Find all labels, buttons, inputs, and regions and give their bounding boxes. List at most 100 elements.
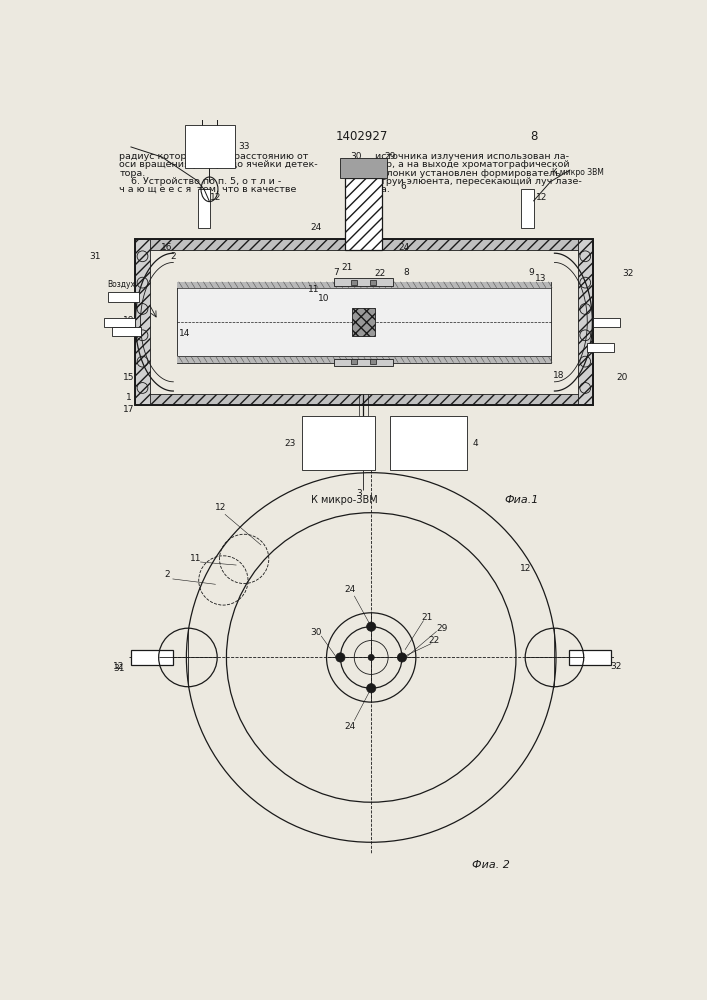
Bar [112, 327, 141, 336]
Text: 12: 12 [520, 564, 531, 573]
Text: 10: 10 [317, 294, 329, 303]
Bar [351, 280, 357, 285]
Bar [104, 318, 135, 327]
Text: 6: 6 [401, 182, 407, 191]
Bar [593, 318, 620, 327]
Text: 11: 11 [308, 285, 319, 294]
Text: 14: 14 [179, 329, 191, 338]
Circle shape [366, 622, 376, 631]
Text: 21: 21 [341, 263, 352, 272]
Bar [345, 178, 382, 250]
Bar [351, 359, 357, 364]
Text: 31: 31 [89, 252, 100, 261]
Text: 7: 7 [187, 130, 194, 143]
Bar [177, 282, 551, 363]
Bar [578, 239, 593, 405]
Text: К микро-ЗВМ: К микро-ЗВМ [311, 495, 378, 505]
Text: 24: 24 [398, 243, 409, 252]
Circle shape [397, 653, 407, 662]
Bar [334, 278, 393, 286]
Text: источника излучения использован ла-: источника излучения использован ла- [375, 152, 569, 161]
Text: 5: 5 [357, 204, 363, 213]
Text: 17: 17 [123, 405, 134, 414]
Text: 5: 5 [357, 229, 363, 238]
Text: 32: 32 [610, 662, 621, 671]
Text: 30: 30 [310, 628, 322, 637]
Text: 13: 13 [534, 274, 547, 283]
Text: 1: 1 [126, 393, 132, 402]
Text: 12: 12 [210, 192, 221, 202]
Text: 24: 24 [344, 722, 355, 731]
Text: Фиа.1: Фиа.1 [504, 495, 539, 505]
Circle shape [368, 654, 374, 661]
Text: 8: 8 [403, 268, 409, 277]
Text: 21: 21 [421, 613, 432, 622]
Text: 22: 22 [428, 636, 440, 645]
Text: 7: 7 [334, 268, 339, 277]
Bar [345, 178, 382, 250]
Bar [177, 282, 551, 288]
Text: ра.: ра. [375, 185, 390, 194]
Text: 4: 4 [472, 439, 478, 448]
Circle shape [336, 653, 345, 662]
Text: 23: 23 [285, 439, 296, 448]
Text: 12: 12 [113, 662, 124, 671]
Text: 8: 8 [531, 130, 538, 143]
Bar [521, 189, 534, 228]
Bar [135, 239, 150, 405]
Bar [135, 394, 593, 405]
Text: К микро ЗВМ: К микро ЗВМ [551, 168, 604, 177]
Bar [135, 239, 593, 250]
Bar [108, 292, 139, 302]
Bar [185, 125, 235, 168]
Text: оси вращения ротора до ячейки детек-: оси вращения ротора до ячейки детек- [119, 160, 318, 169]
Text: 24: 24 [344, 585, 355, 594]
Text: 18: 18 [553, 371, 564, 380]
Text: 2: 2 [170, 252, 176, 261]
Text: 6. Устройство по п. 5, о т л и -: 6. Устройство по п. 5, о т л и - [119, 177, 281, 186]
Bar [370, 280, 376, 285]
Text: 12: 12 [536, 192, 547, 202]
Text: 32: 32 [622, 269, 633, 278]
Text: 20: 20 [617, 373, 628, 382]
Text: 19: 19 [123, 316, 134, 325]
Text: 31: 31 [113, 664, 124, 673]
Bar [131, 650, 173, 665]
Text: 30: 30 [350, 152, 361, 161]
Text: 29: 29 [384, 152, 395, 161]
Text: колонки установлен формирователь: колонки установлен формирователь [375, 169, 561, 178]
Text: зер, а на выходе хроматографической: зер, а на выходе хроматографической [375, 160, 570, 169]
Text: 11: 11 [190, 554, 201, 563]
Bar [390, 416, 467, 470]
Text: 22: 22 [375, 269, 386, 278]
Text: струи элюента, пересекающий луч лазе-: струи элюента, пересекающий луч лазе- [375, 177, 582, 186]
Text: 16: 16 [161, 243, 173, 252]
Text: 1402927: 1402927 [336, 130, 388, 143]
Bar [302, 416, 375, 470]
Bar [177, 356, 551, 363]
Text: 15: 15 [123, 373, 134, 382]
Bar [587, 343, 614, 352]
Bar [569, 650, 612, 665]
Text: 9: 9 [528, 268, 534, 277]
Text: 24: 24 [310, 223, 322, 232]
Text: радиус которой равен расстоянию от: радиус которой равен расстоянию от [119, 152, 309, 161]
Bar [340, 158, 387, 178]
Bar [135, 239, 593, 405]
Text: Воздух: Воздух [107, 280, 135, 289]
Bar [352, 308, 375, 336]
Text: 33: 33 [238, 142, 250, 151]
Text: ч а ю щ е е с я  тем, что в качестве: ч а ю щ е е с я тем, что в качестве [119, 185, 297, 194]
Text: тора.: тора. [119, 169, 146, 178]
Text: 12: 12 [216, 503, 227, 512]
Text: 23: 23 [332, 438, 345, 448]
Circle shape [366, 684, 376, 693]
Bar [370, 359, 376, 364]
Text: Фиа. 2: Фиа. 2 [472, 860, 510, 870]
Text: 2: 2 [164, 570, 170, 579]
Text: 29: 29 [436, 624, 448, 633]
Text: 3: 3 [357, 489, 363, 498]
Bar [198, 189, 210, 228]
Bar [334, 359, 393, 366]
Text: 4: 4 [426, 438, 432, 448]
